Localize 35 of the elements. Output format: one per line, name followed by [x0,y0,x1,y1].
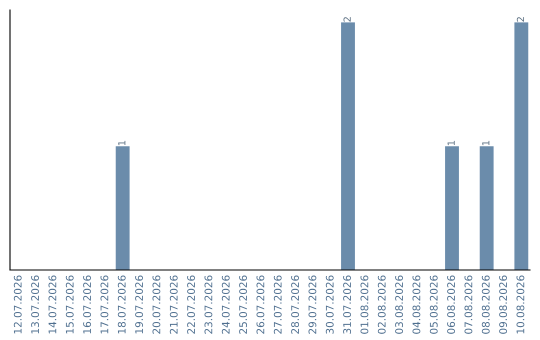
x-tick-label: 12.07.2026 [14,276,22,334]
x-tick-label: 03.08.2026 [395,276,404,334]
x-tick-label: 27.07.2026 [274,276,282,334]
data-label: 1 [118,140,126,146]
x-tick-label: 17.07.2026 [100,276,108,334]
x-tick-label: 01.08.2026 [360,276,368,334]
x-tick-label: 30.07.2026 [326,276,334,334]
x-tick-label: 24.07.2026 [222,276,230,334]
x-tick-label: 04.08.2026 [412,276,420,334]
x-tick-label: 22.07.2026 [187,276,196,334]
x-tick-label: 06.08.2026 [447,276,456,334]
x-tick-label: 15.07.2026 [66,276,74,334]
x-tick-label: 31.07.2026 [343,276,352,334]
x-tick-label: 21.07.2026 [170,276,178,334]
x-tick-label: 29.07.2026 [308,276,316,334]
data-label: 1 [482,140,490,146]
x-tick-label: 23.07.2026 [204,276,212,334]
x-tick-label: 14.07.2026 [48,276,56,334]
x-tick-label: 07.08.2026 [464,276,472,334]
x-tick-label: 09.08.2026 [499,276,508,334]
x-tick-label: 25.07.2026 [239,276,248,334]
x-tick-label: 28.07.2026 [291,276,300,334]
x-tick-label: 20.07.2026 [152,276,160,334]
x-tick-label: 05.08.2026 [430,276,438,334]
data-label: 2 [343,17,351,22]
x-tick-label: 13.07.2026 [31,276,40,334]
x-tick-label: 02.08.2026 [378,276,386,334]
data-label: 2 [516,17,524,22]
x-tick-label: 10.08.2026 [516,276,524,334]
x-tick-label: 16.07.2026 [83,276,92,334]
x-tick-label: 19.07.2026 [135,276,144,334]
data-label: 1 [448,140,455,146]
x-tick-label: 08.08.2026 [482,276,490,334]
x-tick-label: 18.07.2026 [118,276,126,334]
x-tick-label: 26.07.2026 [256,276,264,334]
